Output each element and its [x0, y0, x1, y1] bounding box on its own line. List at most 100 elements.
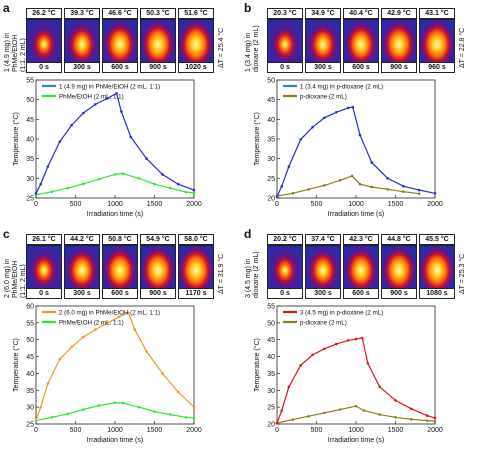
x-tick-label: 1500 — [147, 427, 163, 434]
thermal-time-label: 0 s — [26, 288, 62, 299]
y-tick-label: 30 — [267, 388, 275, 395]
x-tick-label: 0 — [275, 427, 279, 434]
data-point — [287, 385, 291, 389]
legend-label: p-dioxane (2 mL) — [300, 94, 347, 101]
thermal-time-label: 1080 s — [419, 288, 455, 299]
x-tick-label: 500 — [311, 201, 323, 208]
data-point — [176, 182, 180, 186]
data-point — [58, 140, 61, 144]
data-point — [275, 195, 279, 199]
legend-label: 3 (4.5 mg) in p-dioxane (2 mL) — [300, 310, 383, 317]
data-point — [127, 311, 130, 315]
legend-label: 2 (6.0 mg) in PhMe/EtOH (2 mL, 1:1) — [59, 310, 160, 317]
data-point — [358, 182, 362, 186]
data-point — [97, 404, 101, 407]
x-tick-label: 2000 — [427, 427, 443, 434]
data-point — [433, 420, 437, 423]
data-point — [39, 405, 43, 409]
data-point — [58, 357, 61, 361]
data-point — [299, 364, 302, 367]
data-point — [34, 418, 38, 422]
y-axis-label: Temperature (°C) — [12, 112, 20, 166]
data-point — [115, 92, 118, 95]
data-point — [120, 110, 123, 113]
thermal-image — [140, 19, 176, 63]
thermal-time-label: 600 s — [343, 62, 379, 73]
data-point — [50, 190, 54, 194]
data-point — [386, 177, 389, 180]
line-chart: 25 30 35 40 45 50 55 0 500 1000 1500 2000 Irradiatio… — [12, 78, 202, 219]
y-tick-label: 50 — [267, 320, 275, 327]
thermal-time-label: 600 s — [343, 288, 379, 299]
thermal-time-label: 960 s — [419, 62, 455, 73]
x-tick-label: 1500 — [388, 427, 404, 434]
data-point — [323, 411, 326, 415]
data-point — [192, 416, 196, 420]
y-tick-label: 30 — [26, 405, 34, 412]
data-point — [378, 385, 381, 389]
y-axis-label: Temperature (°C) — [253, 338, 261, 392]
y-tick-label: 35 — [26, 156, 34, 163]
thermal-image — [102, 245, 138, 289]
data-point — [402, 190, 405, 194]
data-point — [105, 321, 109, 325]
thermal-time-label: 300 s — [64, 288, 100, 299]
series-line — [35, 311, 195, 421]
thermal-time-label: 300 s — [305, 288, 341, 299]
data-point — [184, 190, 188, 194]
y-tick-label: 45 — [267, 97, 275, 104]
thermal-temp-label: 42.9 °C — [381, 8, 417, 19]
thermal-time-label: 600 s — [102, 288, 138, 299]
data-point — [70, 345, 73, 349]
data-point — [169, 413, 172, 416]
data-point — [46, 165, 50, 168]
data-point — [46, 382, 50, 385]
x-tick-label: 2000 — [186, 201, 202, 208]
data-point — [50, 415, 54, 419]
data-point — [417, 188, 421, 192]
line-chart: 20 25 30 35 40 45 50 55 0 500 1000 1500 2000 Irradiat… — [253, 304, 443, 445]
thermal-temp-label: 40.4 °C — [343, 8, 379, 19]
thermal-time-label: 900 s — [381, 288, 417, 299]
legend-label: PhMe/EtOH (2 mL, 1:1) — [59, 94, 124, 101]
legend-label: 1 (3.4 mg) in p-dioxane (2 mL) — [300, 84, 383, 91]
data-point — [93, 328, 97, 331]
data-point — [361, 336, 364, 340]
x-tick-label: 0 — [275, 201, 279, 208]
y-axis-label: Temperature (°C) — [253, 112, 261, 166]
data-point — [121, 172, 125, 175]
data-point — [184, 415, 188, 419]
x-tick-label: 1500 — [388, 201, 404, 208]
thermal-image — [419, 19, 455, 63]
data-point — [93, 103, 97, 106]
panel-letter: a — [3, 1, 10, 15]
thermal-image — [64, 245, 100, 289]
data-point — [176, 390, 180, 394]
data-point — [338, 179, 342, 182]
data-point — [153, 182, 156, 186]
y-axis-label: Temperature (°C) — [12, 338, 20, 392]
thermal-time-label: 300 s — [305, 62, 341, 73]
data-point — [192, 405, 196, 409]
y-tick-label: 25 — [267, 405, 275, 412]
y-tick-label: 55 — [267, 304, 275, 311]
data-point — [350, 174, 354, 178]
data-point — [402, 184, 405, 188]
x-tick-label: 1000 — [107, 201, 123, 208]
data-point — [346, 339, 350, 342]
y-tick-label: 35 — [267, 371, 275, 378]
y-tick-label: 25 — [267, 176, 275, 183]
data-point — [378, 413, 381, 416]
data-point — [410, 407, 413, 411]
data-point — [137, 177, 140, 180]
data-point — [34, 191, 38, 195]
thermal-image — [26, 19, 62, 63]
thermal-image — [178, 245, 214, 289]
thermal-time-label: 0 s — [267, 62, 303, 73]
data-point — [287, 165, 291, 168]
y-tick-label: 40 — [267, 117, 275, 124]
y-tick-label: 30 — [26, 176, 34, 183]
data-point — [323, 347, 326, 351]
